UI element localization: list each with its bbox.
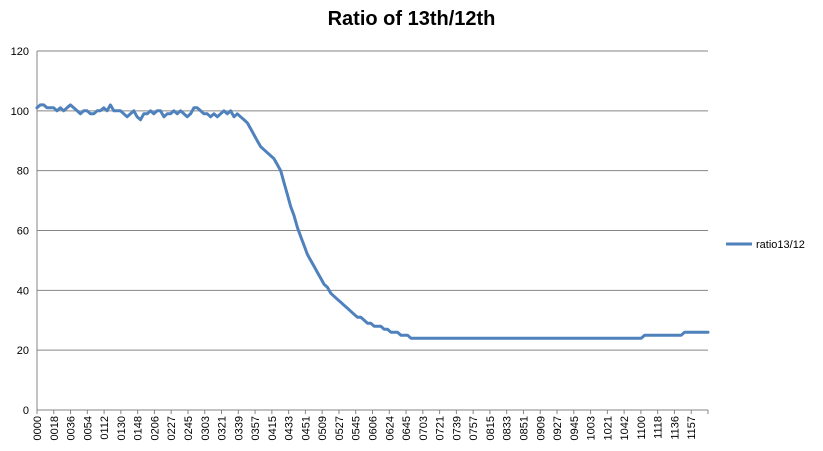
x-tick-label: 0415: [267, 416, 279, 440]
legend-label: ratio13/12: [756, 239, 805, 251]
y-tick-label: 60: [17, 226, 29, 238]
x-tick-label: 0303: [200, 416, 212, 440]
series-group: [35, 103, 710, 340]
x-tick-label: 0000: [32, 416, 44, 440]
y-tick-label: 20: [17, 345, 29, 357]
x-tick-label: 1157: [686, 416, 698, 440]
x-tick-label: 0112: [99, 416, 111, 440]
gridlines: [37, 50, 708, 351]
x-tick-label: 1136: [669, 416, 681, 440]
x-tick-label: 0757: [468, 416, 480, 440]
x-tick-label: 0527: [334, 416, 346, 440]
x-tick-label: 0130: [116, 416, 128, 440]
x-tick-label: 0851: [518, 416, 530, 440]
x-tick-label: 0227: [166, 416, 178, 440]
y-tick-label: 0: [23, 405, 29, 417]
x-tick-label: 0739: [451, 416, 463, 440]
y-tick-label: 100: [11, 106, 29, 118]
x-tick-label: 0036: [66, 416, 78, 440]
x-tick-label: 1118: [653, 416, 665, 439]
legend: ratio13/12: [726, 239, 805, 251]
x-tick-label: 1100: [636, 416, 648, 440]
x-tick-label: 1042: [619, 416, 631, 440]
x-tick-label: 0645: [401, 416, 413, 440]
x-tick-label: 0018: [49, 416, 61, 440]
x-tick-label: 0606: [368, 416, 380, 440]
x-tick-label: 0945: [569, 416, 581, 440]
x-tick-label: 0509: [317, 416, 329, 440]
x-tick-label: 0909: [535, 416, 547, 440]
x-tick-label: 0721: [435, 416, 447, 440]
x-tick-label: 1003: [586, 416, 598, 440]
x-tick-label: 0206: [149, 416, 161, 440]
chart-title: Ratio of 13th/12th: [327, 8, 496, 30]
x-tick-label: 0054: [82, 416, 94, 440]
y-axis-ticks: 0 20 40 60 80 100 120: [11, 46, 29, 417]
x-tick-label: 0624: [384, 416, 396, 440]
x-tick-label: 0339: [233, 416, 245, 440]
y-tick-label: 40: [17, 285, 29, 297]
x-tick-label: 1021: [602, 416, 614, 440]
x-tick-label: 0357: [250, 416, 262, 440]
series-line-ratio13-12: [35, 103, 710, 340]
x-axis-ticks: 0000 0018 0036 0054 0112 0130 0148 0206 0227 0245…: [32, 410, 709, 440]
x-tick-label: 0433: [284, 416, 296, 440]
x-tick-label: 0545: [351, 416, 363, 440]
x-tick-label: 0245: [183, 416, 195, 440]
x-tick-label: 0451: [300, 416, 312, 440]
x-tick-label: 0815: [485, 416, 497, 440]
x-tick-label: 0927: [552, 416, 564, 440]
x-tick-label: 0321: [217, 416, 229, 440]
x-tick-label: 0703: [418, 416, 430, 440]
y-tick-label: 80: [17, 166, 29, 178]
x-tick-label: 0148: [133, 416, 145, 440]
x-tick-label: 0833: [502, 416, 514, 440]
y-tick-label: 120: [11, 46, 29, 58]
